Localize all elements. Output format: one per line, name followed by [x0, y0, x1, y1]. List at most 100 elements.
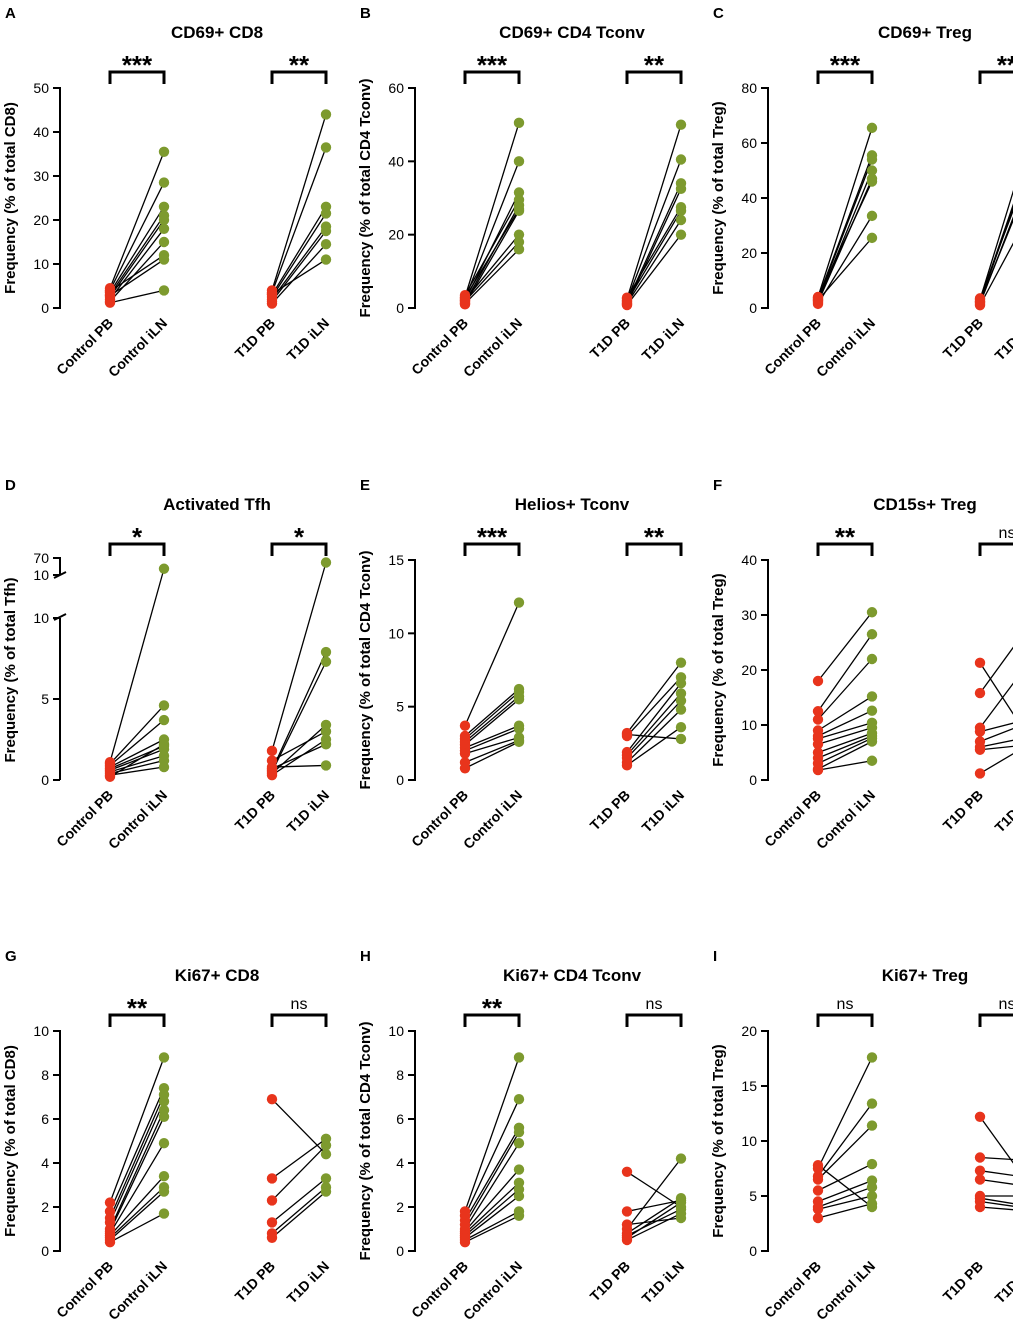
x-category-label: T1D PB: [587, 1258, 634, 1305]
pair-line: [464, 1098, 520, 1217]
significance-label: ***: [830, 50, 861, 80]
x-category-label: T1D PB: [940, 1258, 987, 1305]
pair-line: [271, 1177, 327, 1223]
pair-line: [817, 181, 873, 298]
iln-point: [866, 122, 878, 134]
y-tick-label: 20: [741, 245, 757, 261]
pair-line: [626, 1213, 682, 1241]
iln-point: [320, 726, 332, 737]
y-tick-label: 10: [33, 567, 49, 583]
panel-title: Helios+ Tconv: [515, 495, 630, 514]
pb-point: [266, 745, 278, 757]
y-tick-label: 50: [33, 80, 49, 96]
pair-line: [271, 230, 327, 302]
panel-label: H: [360, 948, 371, 965]
y-axis-label: Frequency (% of total CD4 Tconv): [357, 551, 374, 790]
pair-line: [979, 739, 1013, 748]
pair-line: [817, 155, 873, 299]
pair-line: [109, 228, 165, 300]
iln-point: [866, 1182, 878, 1193]
iln-point: [513, 205, 525, 217]
x-category-label: T1D iLN: [283, 787, 332, 836]
pair-line: [817, 727, 873, 745]
iln-point: [675, 205, 687, 217]
pair-line: [271, 661, 327, 773]
panel-label: E: [360, 477, 370, 494]
iln-point: [513, 1127, 525, 1138]
iln-point: [158, 1052, 170, 1063]
pb-point: [974, 1165, 986, 1176]
iln-point: [158, 700, 170, 711]
pair-line: [271, 764, 327, 768]
pair-line: [817, 1164, 873, 1208]
pair-line: [979, 1206, 1013, 1211]
pb-point: [266, 1232, 278, 1244]
pair-line: [626, 682, 682, 753]
pb-point: [974, 687, 986, 699]
pair-line: [271, 738, 327, 776]
pb-point: [266, 1173, 278, 1184]
significance-label: ns: [837, 996, 854, 1013]
panel-title: Ki67+ CD8: [175, 966, 260, 985]
pair-line: [464, 1210, 520, 1241]
iln-point: [513, 723, 525, 734]
pb-point: [104, 297, 116, 308]
iln-point: [158, 1186, 170, 1197]
pair-line: [109, 743, 165, 778]
significance-label: *: [132, 522, 143, 552]
significance-bracket: [625, 1013, 683, 1027]
significance-label: ns: [291, 996, 308, 1013]
iln-point: [158, 739, 170, 750]
y-tick-label: 10: [741, 1133, 757, 1149]
iln-point: [513, 1052, 525, 1063]
iln-point: [866, 736, 878, 747]
pb-point: [104, 1197, 116, 1208]
pair-line: [626, 726, 682, 766]
pair-line: [979, 682, 1013, 729]
x-category-label: T1D iLN: [638, 1258, 687, 1307]
significance-label: **: [835, 522, 856, 552]
pair-line: [626, 1217, 682, 1226]
pair-line: [979, 1197, 1013, 1205]
y-tick-label: 5: [41, 691, 49, 707]
pair-line: [464, 698, 520, 746]
y-tick-label: 10: [388, 1023, 404, 1039]
x-category-label: T1D iLN: [283, 1258, 332, 1307]
iln-point: [866, 1190, 878, 1202]
significance-label: **: [997, 50, 1013, 80]
pair-line: [464, 248, 520, 305]
x-category-label: Control iLN: [813, 315, 878, 380]
significance-bracket: [978, 1013, 1013, 1027]
panel-label: D: [5, 477, 16, 494]
significance-label: **: [644, 50, 665, 80]
iln-point: [675, 688, 687, 699]
y-tick-label: 0: [396, 772, 404, 788]
significance-label: ***: [122, 50, 153, 80]
y-tick-label: 40: [33, 124, 49, 140]
iln-point: [320, 557, 332, 568]
y-tick-label: 0: [749, 1243, 757, 1259]
y-tick-label: 4: [41, 1155, 49, 1171]
significance-bracket: [270, 542, 328, 556]
panel-title: Ki67+ Treg: [882, 966, 968, 985]
pair-line: [817, 127, 873, 298]
iln-point: [866, 755, 878, 766]
pair-line: [109, 1213, 165, 1243]
x-category-label: T1D PB: [587, 787, 634, 834]
pair-line: [979, 753, 1013, 774]
iln-point: [158, 1171, 170, 1182]
pair-line: [464, 1142, 520, 1230]
significance-bracket: [108, 542, 166, 556]
y-tick-label: 0: [41, 772, 49, 788]
x-category-label: Control iLN: [813, 1258, 878, 1323]
pair-line: [817, 710, 873, 737]
pair-line: [464, 741, 520, 769]
iln-point: [675, 214, 687, 226]
pair-line: [464, 736, 520, 755]
pair-line: [817, 1103, 873, 1177]
pair-line: [817, 237, 873, 301]
pair-line: [271, 651, 327, 771]
pair-line: [109, 219, 165, 298]
pb-point: [621, 1166, 633, 1178]
